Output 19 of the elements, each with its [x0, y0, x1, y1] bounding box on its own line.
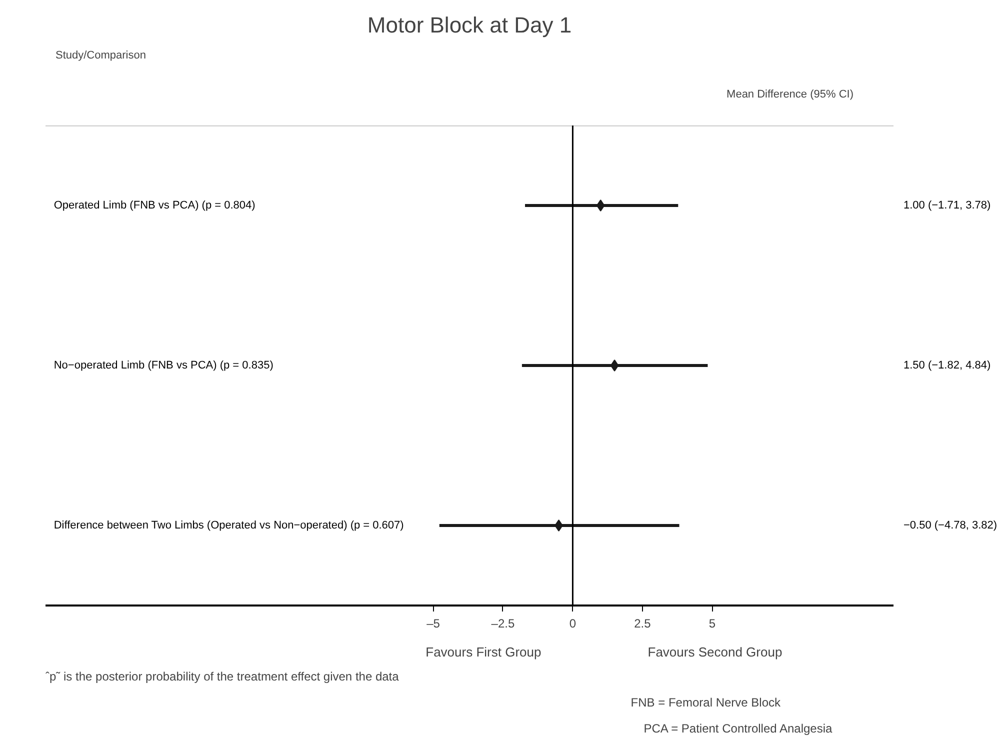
x-tick-label: 2.5 — [634, 616, 652, 630]
x-tick-label: –2.5 — [491, 616, 515, 630]
y2-tick-label: 1.00 (−1.71, 3.78) — [904, 200, 991, 212]
y-tick-label: Operated Limb (FNB vs PCA) (p = 0.804) — [54, 200, 256, 212]
x-tick-label: 5 — [708, 616, 716, 630]
y-tick-label: No−operated Limb (FNB vs PCA) (p = 0.835) — [54, 360, 274, 372]
y2-tick-label: −0.50 (−4.78, 3.82) — [904, 520, 998, 532]
y-tick-label: Difference between Two Limbs (Operated vs Non−operated) (p = 0.607) — [54, 520, 404, 532]
text: FNB = Femoral Nerve Block — [630, 696, 782, 710]
text: Mean Difference (95% CI) — [726, 88, 854, 100]
x-tick-label: 0 — [569, 616, 576, 630]
y2-tick-label: 1.50 (−1.82, 4.84) — [904, 360, 991, 372]
text: Favours First Group — [426, 644, 542, 660]
text: Study/Comparison — [56, 50, 146, 62]
text: Favours Second Group — [648, 644, 782, 660]
text: PCA = Patient Controlled Analgesia — [644, 722, 832, 736]
x-tick-label: –5 — [426, 616, 440, 630]
chart-title: Motor Block at Day 1 — [367, 12, 572, 38]
text: ˆp˜ is the posterior probability of the treatment effect given the data — [46, 670, 400, 684]
